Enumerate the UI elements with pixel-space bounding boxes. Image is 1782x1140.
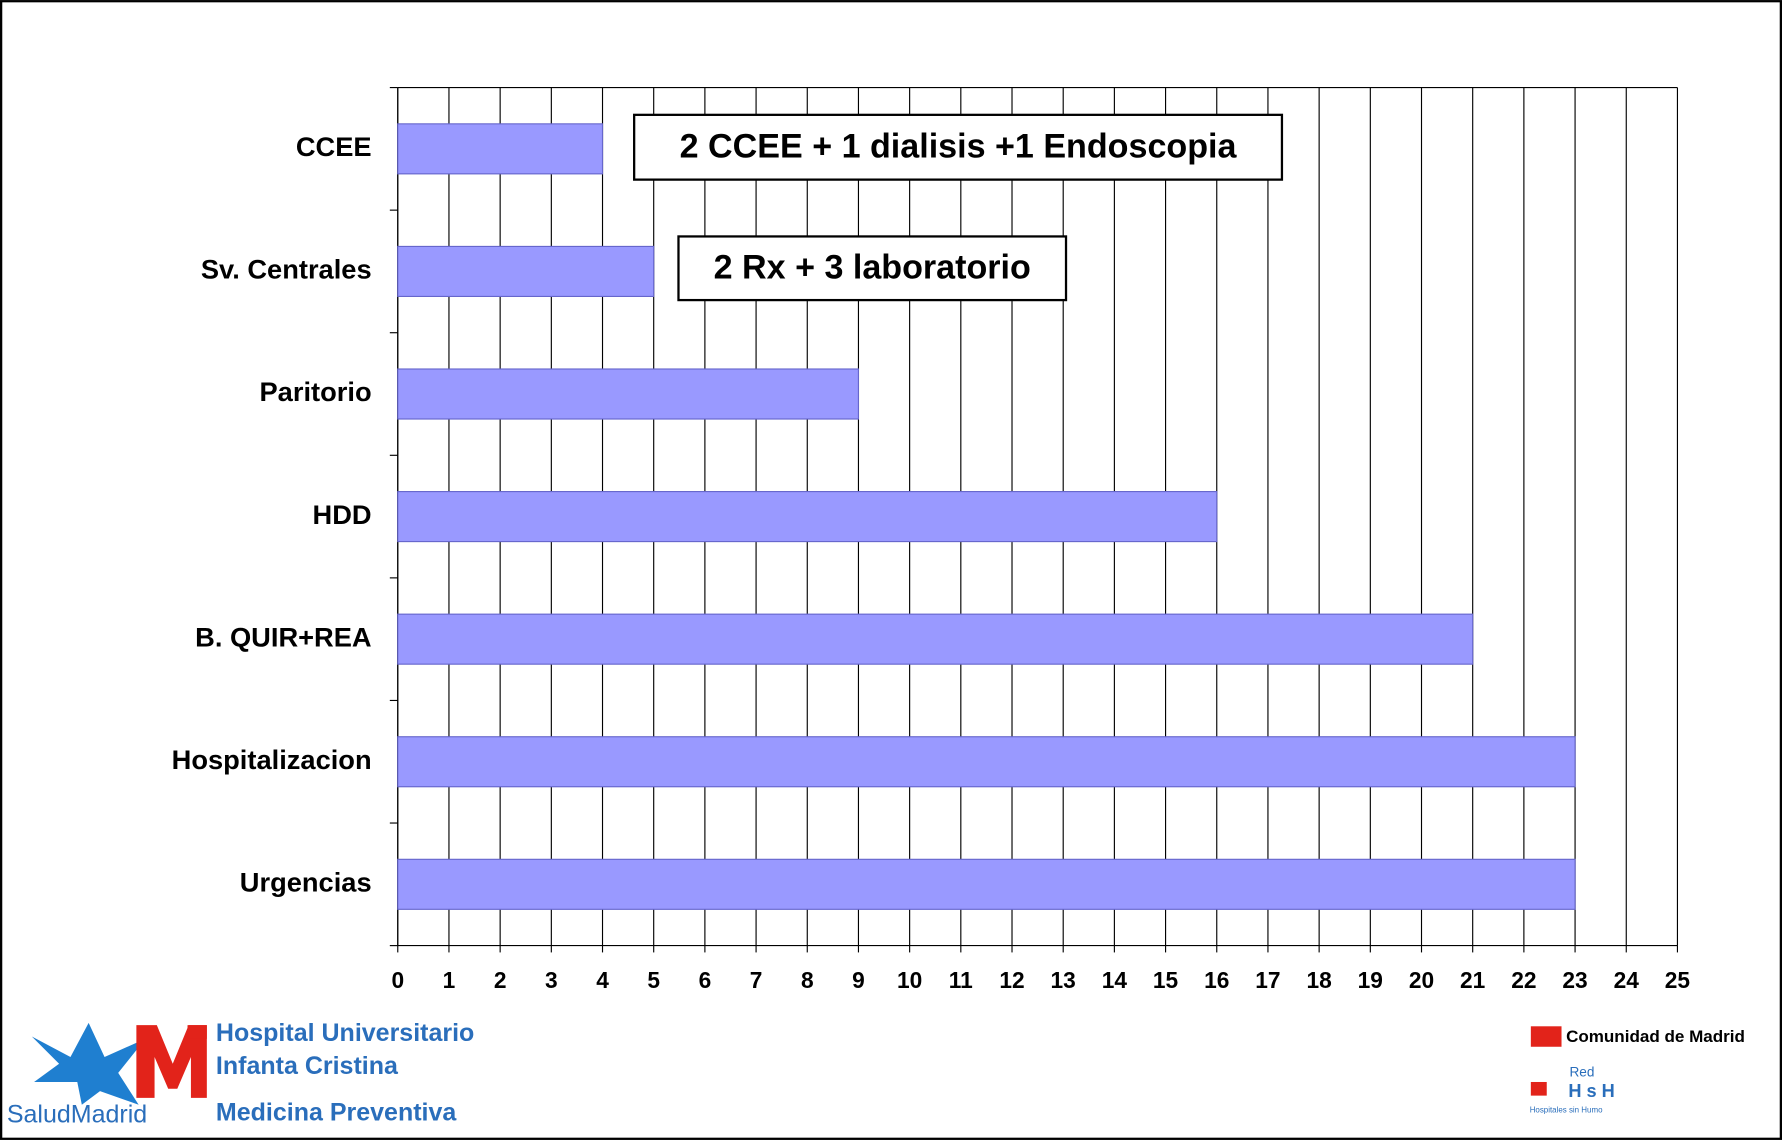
bar [397, 245, 655, 298]
plot-area: 0 1 2 3 4 5 6 7 8 9 10 11 12 13 14 15 16 17 18 19 20 21 22 23 24… [172, 86, 1690, 993]
annotation-box [677, 235, 1068, 302]
flag-mark [1530, 1026, 1562, 1047]
bar [397, 368, 860, 420]
bar [397, 613, 1474, 665]
x-tick-label: 12 [999, 967, 1024, 993]
y-tick-label: HDD [313, 499, 372, 530]
annotation: 2 Rx + 3 laboratorio [714, 248, 1031, 286]
x-tick-label: 3 [545, 967, 558, 993]
x-tick-label: 9 [852, 967, 865, 993]
x-tick-label: 22 [1511, 967, 1536, 993]
comunidad-name: Comunidad de Madrid [1566, 1027, 1745, 1046]
x-tick-label: 16 [1204, 967, 1229, 993]
hsh-sub: Hospitales sin Humo [1530, 1105, 1603, 1114]
x-tick-label: 20 [1409, 967, 1434, 993]
x-tick-label: 2 [494, 967, 507, 993]
y-tick-label: Paritorio [260, 376, 372, 407]
x-tick-label: 14 [1102, 967, 1128, 993]
annotation-box [633, 113, 1284, 181]
x-tick-label: 19 [1358, 967, 1383, 993]
x-tick-label: 13 [1051, 967, 1076, 993]
x-tick-label: 8 [801, 967, 814, 993]
y-tick-label: Sv. Centrales [201, 254, 372, 285]
x-tick-label: 6 [699, 967, 712, 993]
hsh-mark: H s H [1568, 1081, 1614, 1101]
x-tick-label: 1 [443, 967, 456, 993]
x-tick-label: 4 [596, 967, 609, 993]
hospital-name: Infanta Cristina [216, 1052, 399, 1080]
x-tick-label: 5 [647, 967, 660, 993]
department: Medicina Preventiva [216, 1098, 457, 1126]
annotation: 2 CCEE + 1 dialisis +1 Endoscopia [680, 127, 1238, 165]
x-tick-label: 7 [750, 967, 763, 993]
bar [397, 123, 604, 175]
hospital-name: Hospital Universitario [216, 1019, 474, 1047]
hsh-red: Red [1569, 1064, 1594, 1079]
bar [397, 858, 1576, 910]
flag-mark [187, 1025, 207, 1039]
x-tick-label: 11 [949, 967, 973, 993]
x-tick-label: 15 [1153, 967, 1178, 993]
star-mark [31, 1022, 146, 1105]
salud-madrid: SaludMadrid [7, 1101, 147, 1129]
salud-madrid-logo: Hospital Universitario Infanta Cristina … [7, 1019, 475, 1129]
y-tick-label: Hospitalizacion [172, 744, 372, 775]
m-mark [136, 1025, 207, 1098]
x-tick-label: 18 [1306, 967, 1331, 993]
comunidad-logo: Comunidad de Madrid Red H s H Hospitales… [1530, 1026, 1745, 1114]
bar [397, 736, 1576, 788]
x-tick-label: 0 [391, 967, 404, 993]
x-tick-label: 24 [1614, 967, 1640, 993]
x-tick-label: 25 [1665, 967, 1690, 993]
y-tick-label: CCEE [296, 131, 372, 162]
x-tick-label: 23 [1562, 967, 1587, 993]
bar [397, 491, 1218, 543]
hsh-flag [1530, 1081, 1547, 1096]
x-tick-label: 17 [1255, 967, 1280, 993]
y-tick-label: Urgencias [240, 867, 372, 898]
x-tick-label: 10 [897, 967, 922, 993]
x-tick-label: 21 [1460, 967, 1485, 993]
y-tick-label: B. QUIR+REA [195, 621, 371, 652]
